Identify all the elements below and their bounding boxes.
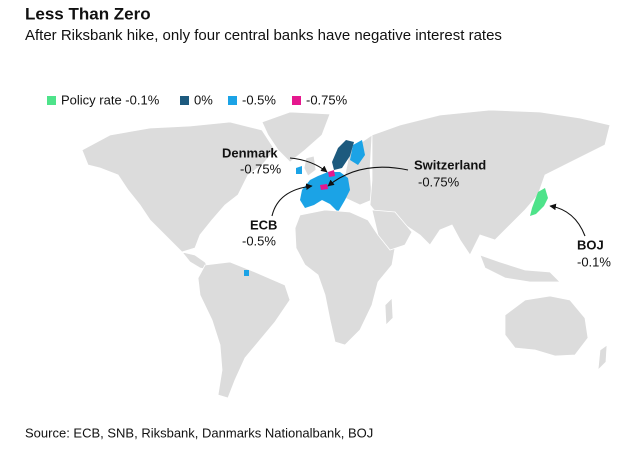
- north-america: [81, 121, 276, 253]
- annotation-name: ECB: [250, 217, 277, 232]
- title: Less Than Zero: [25, 4, 151, 23]
- arrow: [289, 157, 328, 173]
- annotation-name: Switzerland: [414, 157, 486, 172]
- japan: [530, 188, 548, 216]
- new-zealand: [597, 344, 608, 372]
- madagascar: [384, 297, 394, 326]
- arabia: [371, 209, 413, 251]
- annotations: Denmark -0.75% Switzerland -0.75% ECB -0…: [222, 145, 611, 269]
- denmark: [328, 170, 335, 177]
- legend-swatch: [228, 96, 237, 105]
- world-map: [81, 109, 611, 399]
- southeast-asia: [479, 254, 561, 283]
- south-america: [197, 261, 291, 399]
- arrow: [327, 166, 409, 187]
- annotation-name: BOJ: [577, 237, 604, 252]
- africa: [294, 209, 396, 346]
- euro-area: [300, 172, 350, 212]
- legend-label: -0.5%: [242, 92, 276, 107]
- uk: [303, 155, 317, 177]
- switzerland: [320, 184, 328, 190]
- legend-label: 0%: [194, 92, 213, 107]
- french-guiana: [244, 270, 249, 276]
- source: Source: ECB, SNB, Riksbank, Danmarks Nat…: [25, 425, 373, 440]
- greenland: [261, 111, 331, 163]
- legend-swatch: [47, 96, 56, 105]
- ireland-finland: [296, 140, 365, 174]
- legend-swatch: [292, 96, 301, 105]
- subtitle: After Riksbank hike, only four central b…: [25, 27, 502, 44]
- legend-swatch: [180, 96, 189, 105]
- arrow: [549, 203, 586, 237]
- annotation-rate: -0.75%: [418, 174, 460, 189]
- legend-label: Policy rate -0.1%: [61, 92, 160, 107]
- annotation-name: Denmark: [222, 145, 278, 160]
- legend-label: -0.75%: [306, 92, 348, 107]
- annotation-rate: -0.75%: [240, 161, 282, 176]
- annotation-rate: -0.1%: [577, 254, 611, 269]
- sweden-norway: [332, 140, 354, 170]
- australia: [504, 295, 589, 357]
- annotation-rate: -0.5%: [242, 233, 276, 248]
- legend: Policy rate -0.1% 0% -0.5% -0.75%: [47, 92, 348, 107]
- arrow: [271, 183, 313, 217]
